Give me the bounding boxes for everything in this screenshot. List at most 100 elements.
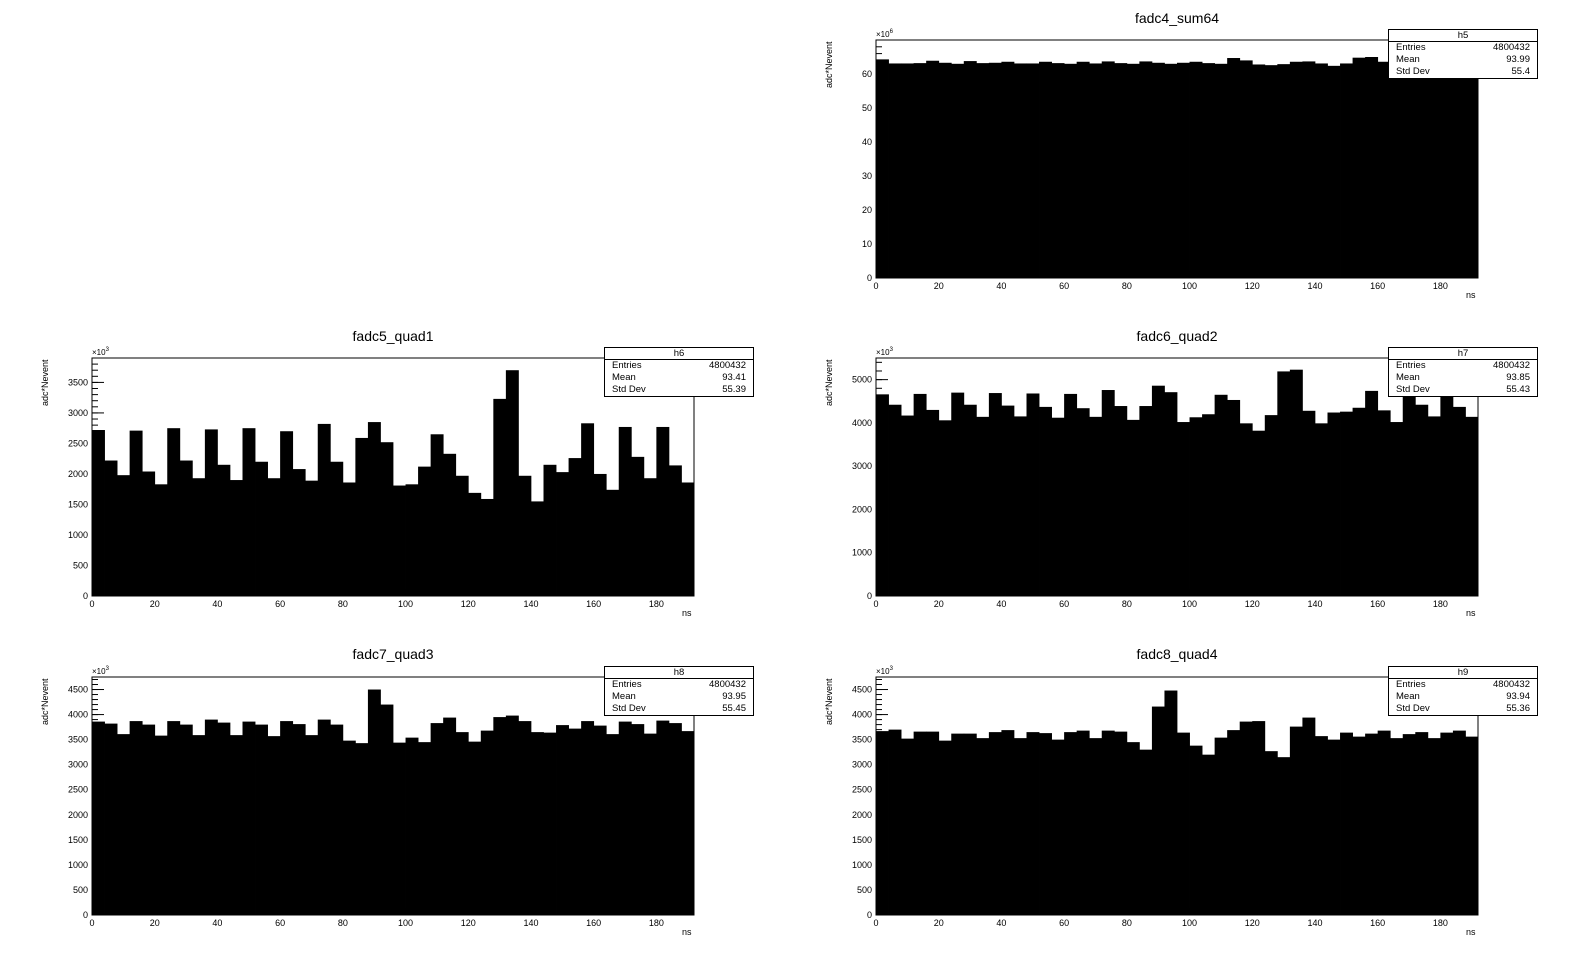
histogram-bin [280,721,294,915]
histogram-bin [1302,717,1316,915]
y-tick-label: 4000 [852,710,872,720]
y-tick-label: 0 [867,591,872,601]
x-tick-label: 140 [1307,599,1322,609]
y-tick-label: 2500 [68,438,88,448]
y-exponent-label: ×103 [92,347,109,357]
histogram-bin [493,717,507,915]
histogram-bin [342,482,356,596]
histogram-bin [1214,737,1228,915]
histogram-bin [179,724,193,915]
stats-value: 93.94 [1506,691,1530,702]
histogram-bin [330,461,344,596]
histogram-bin [1064,393,1078,596]
x-tick-label: 160 [1370,599,1385,609]
stats-label: Entries [1396,679,1426,690]
x-axis-label: ns [1466,290,1476,300]
y-exponent-label: ×103 [876,666,893,676]
stats-row-mean: Mean 93.85 [1389,372,1537,384]
y-tick-label: 500 [857,885,872,895]
y-exponent: 3 [105,347,109,353]
chart-title: fadc5_quad1 [352,328,434,344]
histogram-bin [192,735,206,915]
histogram-bin [1227,399,1241,596]
histogram-bin [913,731,927,915]
histogram-bin [1001,61,1015,279]
histogram-bin [1365,733,1379,915]
histogram-bin [129,430,143,596]
histogram-bin [1126,419,1140,596]
histogram-bin [217,722,231,915]
stats-label: Std Dev [1396,384,1430,395]
histogram-bin [367,422,381,596]
stats-label: Mean [1396,54,1420,65]
histogram-bin [568,458,582,596]
histogram-bin [179,460,193,596]
histogram-bin [618,721,632,915]
histogram-bin [1189,61,1203,279]
histogram-bin [1013,63,1027,279]
histogram-bin [1177,62,1190,278]
y-tick-label: 1500 [68,835,88,845]
histogram-bin [117,734,131,915]
histogram-bin [1076,61,1090,279]
y-tick-label: 1000 [68,530,88,540]
stats-value: 55.39 [722,384,746,395]
histogram-bin [292,724,306,915]
y-tick-label: 10 [862,239,872,249]
stats-row-std-dev: Std Dev 55.43 [1389,384,1537,396]
stats-histogram-name: h5 [1389,30,1537,42]
histogram-bin [1415,732,1429,915]
stats-label: Mean [1396,691,1420,702]
stats-label: Entries [1396,42,1426,53]
histogram-bin [455,732,469,915]
x-tick-label: 120 [461,918,476,928]
histogram-bin [951,733,965,915]
histogram-bin [1465,62,1479,278]
stats-value: 93.95 [722,691,746,702]
x-tick-label: 0 [873,281,878,291]
histogram-bin [913,63,927,279]
stats-row-mean: Mean 93.99 [1389,54,1537,66]
x-tick-label: 100 [1182,281,1197,291]
histogram-bin [1089,738,1103,915]
histogram-bin [229,480,243,596]
chart-title: fadc8_quad4 [1136,646,1218,662]
histogram-bin [430,434,444,596]
histogram-bin [1239,60,1253,279]
histogram-bin [1026,63,1040,279]
histogram-bin [167,428,181,596]
stats-value: 93.85 [1506,372,1530,383]
histogram-bin [1427,738,1441,915]
stats-value: 4800432 [1493,679,1530,690]
histogram-bin [988,62,1002,278]
stats-box: h6 Entries 4800432 Mean 93.41 Std Dev 55.39 [604,347,754,397]
stats-value: 93.41 [722,372,746,383]
histogram-bin [1214,63,1228,278]
x-tick-label: 180 [649,599,664,609]
stats-label: Entries [612,679,642,690]
histogram-bin [1189,745,1203,915]
y-tick-label: 5000 [852,375,872,385]
histogram-bin [581,721,595,915]
x-tick-label: 60 [275,918,285,928]
stats-value: 93.99 [1506,54,1530,65]
y-tick-label: 2000 [852,504,872,514]
stats-histogram-name: h9 [1389,667,1537,679]
histogram-bin [342,740,356,915]
stats-row-std-dev: Std Dev 55.36 [1389,703,1537,715]
histogram-bin [355,743,369,915]
histogram-bin [393,485,406,596]
x-tick-label: 80 [1122,281,1132,291]
histogram-bin [668,723,682,915]
x-tick-label: 60 [275,599,285,609]
histogram-bin [393,742,406,915]
stats-label: Std Dev [1396,703,1430,714]
stats-value: 55.43 [1506,384,1530,395]
x-tick-label: 160 [586,599,601,609]
y-tick-label: 3500 [68,735,88,745]
histogram-bin [405,737,419,915]
histogram-bin [493,398,507,596]
stats-box: h7 Entries 4800432 Mean 93.85 Std Dev 55.43 [1388,347,1538,397]
x-tick-label: 160 [1370,281,1385,291]
histogram-bin [443,717,457,915]
